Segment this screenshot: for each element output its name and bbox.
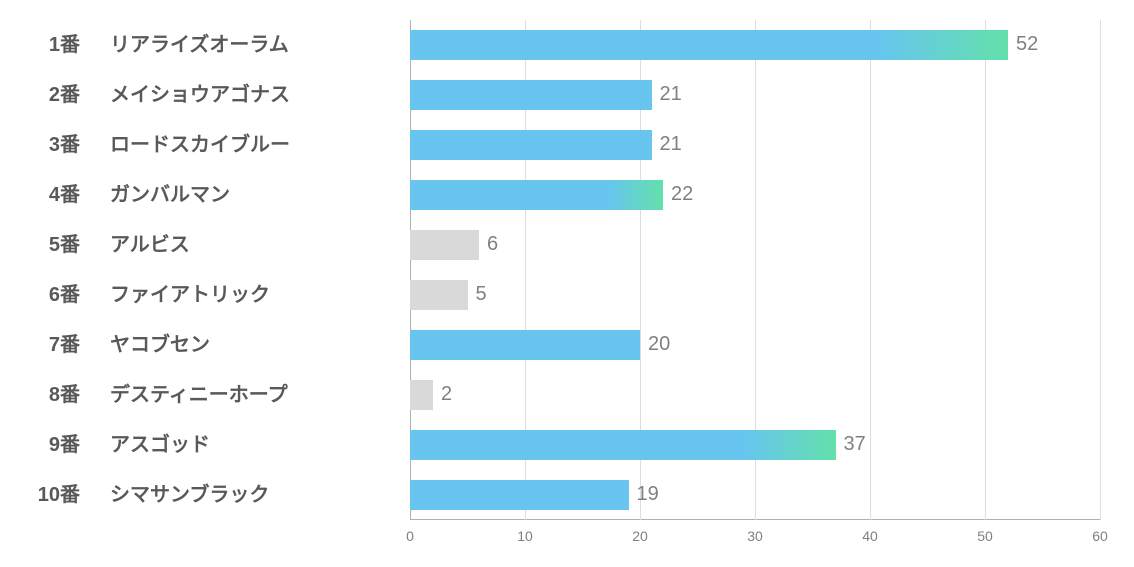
value-label: 5 [476, 283, 487, 306]
rank-label: 10番 [0, 470, 100, 520]
bar [410, 180, 663, 210]
x-tick-label: 20 [632, 528, 648, 544]
chart-container: 1番リアライズオーラム522番メイショウアゴナス213番ロードスカイブルー214… [0, 0, 1134, 567]
name-label: アスゴッド [110, 420, 400, 470]
bar [410, 480, 629, 510]
rank-label: 6番 [0, 270, 100, 320]
x-tick-label: 10 [517, 528, 533, 544]
name-label: ヤコブセン [110, 320, 400, 370]
rank-label: 3番 [0, 120, 100, 170]
x-tick-label: 60 [1092, 528, 1108, 544]
bar [410, 280, 468, 310]
bar [410, 230, 479, 260]
value-label: 21 [660, 83, 682, 106]
x-tick-label: 0 [406, 528, 414, 544]
chart-row: 1番リアライズオーラム 52 [0, 20, 1134, 70]
name-label: アルビス [110, 220, 400, 270]
rank-label: 1番 [0, 20, 100, 70]
chart-row: 3番ロードスカイブルー 21 [0, 120, 1134, 170]
chart-row: 2番メイショウアゴナス 21 [0, 70, 1134, 120]
name-label: リアライズオーラム [110, 20, 400, 70]
name-label: ファイアトリック [110, 270, 400, 320]
chart-row: 6番ファイアトリック 5 [0, 270, 1134, 320]
name-label: シマサンブラック [110, 470, 400, 520]
value-label: 21 [660, 133, 682, 156]
rank-label: 7番 [0, 320, 100, 370]
rank-label: 8番 [0, 370, 100, 420]
value-label: 19 [637, 483, 659, 506]
chart-row: 4番ガンバルマン 22 [0, 170, 1134, 220]
bar [410, 80, 652, 110]
x-tick-label: 30 [747, 528, 763, 544]
rank-label: 9番 [0, 420, 100, 470]
chart-row: 10番シマサンブラック 19 [0, 470, 1134, 520]
value-label: 2 [441, 383, 452, 406]
rank-label: 4番 [0, 170, 100, 220]
x-tick-label: 40 [862, 528, 878, 544]
x-tick-label: 50 [977, 528, 993, 544]
chart-row: 8番デスティニーホープ 2 [0, 370, 1134, 420]
rank-label: 2番 [0, 70, 100, 120]
rank-label: 5番 [0, 220, 100, 270]
name-label: メイショウアゴナス [110, 70, 400, 120]
bar [410, 380, 433, 410]
chart-row: 7番ヤコブセン 20 [0, 320, 1134, 370]
value-label: 6 [487, 233, 498, 256]
bar [410, 430, 836, 460]
bar [410, 130, 652, 160]
name-label: ガンバルマン [110, 170, 400, 220]
value-label: 22 [671, 183, 693, 206]
value-label: 20 [648, 333, 670, 356]
bar [410, 30, 1008, 60]
bar [410, 330, 640, 360]
name-label: デスティニーホープ [110, 370, 400, 420]
value-label: 52 [1016, 33, 1038, 56]
name-label: ロードスカイブルー [110, 120, 400, 170]
value-label: 37 [844, 433, 866, 456]
chart-row: 9番アスゴッド 37 [0, 420, 1134, 470]
chart-row: 5番アルビス 6 [0, 220, 1134, 270]
